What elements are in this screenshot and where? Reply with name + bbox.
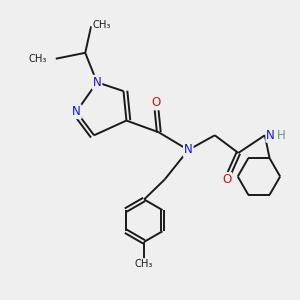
Text: N: N (184, 143, 193, 157)
Text: N: N (266, 129, 275, 142)
Text: O: O (222, 173, 231, 186)
Text: CH₃: CH₃ (135, 259, 153, 269)
Text: H: H (277, 129, 285, 142)
Text: N: N (72, 105, 81, 118)
Text: O: O (151, 96, 160, 110)
Text: N: N (93, 76, 101, 89)
Text: CH₃: CH₃ (28, 54, 47, 64)
Text: CH₃: CH₃ (93, 20, 111, 30)
